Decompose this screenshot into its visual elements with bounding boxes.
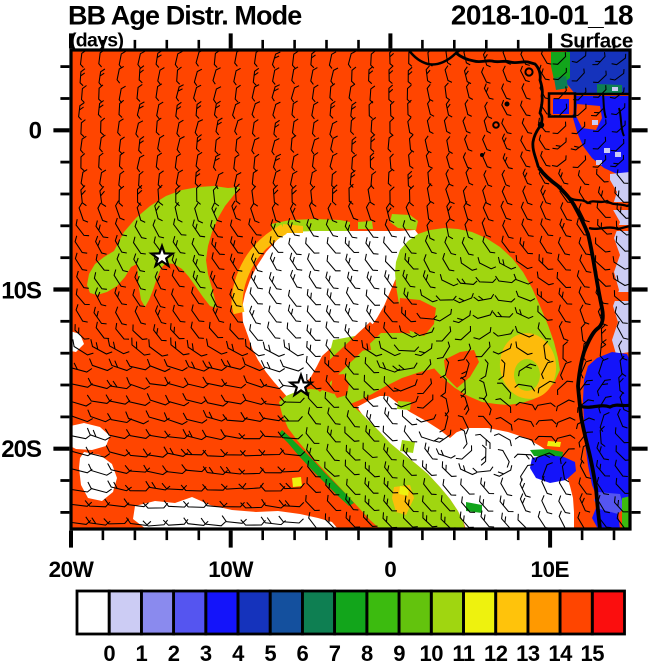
svg-text:7: 7 (329, 641, 341, 666)
svg-text:10W: 10W (208, 557, 254, 582)
svg-text:8: 8 (361, 641, 373, 666)
svg-text:4: 4 (232, 641, 245, 666)
svg-text:2: 2 (168, 641, 180, 666)
svg-text:13: 13 (516, 641, 540, 666)
svg-text:5: 5 (264, 641, 276, 666)
svg-text:0: 0 (103, 641, 115, 666)
svg-text:0: 0 (29, 118, 42, 145)
svg-text:0: 0 (384, 557, 396, 582)
svg-text:BB Age Distr. Mode: BB Age Distr. Mode (68, 1, 302, 31)
svg-text:1: 1 (136, 641, 148, 666)
svg-text:14: 14 (548, 641, 573, 666)
svg-text:11: 11 (452, 641, 475, 666)
svg-text:10S: 10S (1, 277, 42, 304)
svg-text:15: 15 (581, 641, 605, 666)
svg-text:20W: 20W (49, 557, 95, 582)
svg-text:2018-10-01_18: 2018-10-01_18 (451, 0, 633, 31)
svg-text:20S: 20S (1, 436, 42, 463)
svg-text:10: 10 (420, 641, 444, 666)
svg-text:9: 9 (393, 641, 405, 666)
svg-text:Surface: Surface (560, 30, 633, 53)
svg-text:6: 6 (297, 641, 309, 666)
svg-text:12: 12 (484, 641, 508, 666)
svg-text:3: 3 (200, 641, 212, 666)
svg-text:10E: 10E (531, 557, 570, 582)
svg-text:(days): (days) (70, 30, 123, 52)
